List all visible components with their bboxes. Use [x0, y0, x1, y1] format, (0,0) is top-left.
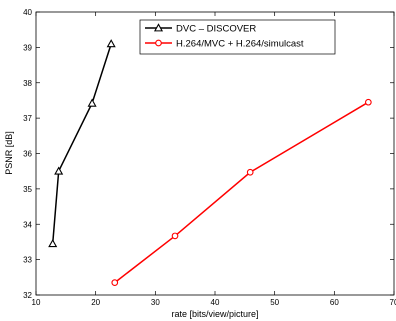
legend-entries: DVC – DISCOVER H.264/MVC + H.264/simulcas…: [145, 23, 304, 50]
series-2: [111, 98, 372, 286]
circle-marker: [246, 168, 254, 176]
legend-label: H.264/MVC + H.264/simulcast: [176, 39, 304, 50]
legend-box: [139, 19, 336, 55]
triangle-marker: [106, 39, 116, 48]
y-tick-label: 39: [23, 43, 32, 52]
circle-marker: [155, 39, 162, 47]
x-tick-label: 30: [151, 298, 160, 307]
plot-area: [35, 11, 395, 296]
series-1: [48, 39, 116, 248]
series-line: [51, 43, 112, 244]
y-tick-label: 40: [23, 8, 32, 17]
triangle-marker: [87, 98, 97, 107]
legend: DVC – DISCOVER H.264/MVC + H.264/simulcas…: [139, 19, 336, 55]
y-axis-label: PSNR [dB]: [4, 131, 14, 175]
triangle-marker: [153, 23, 164, 32]
x-axis-label: rate [bits/view/picture]: [171, 309, 258, 319]
y-tick-label: 34: [23, 220, 32, 229]
series-line: [114, 101, 369, 284]
x-tick-label: 40: [211, 298, 220, 307]
legend-label: DVC – DISCOVER: [176, 24, 256, 35]
triangle-marker: [54, 166, 64, 175]
y-tick-label: 35: [23, 185, 32, 194]
y-tick-label: 32: [23, 291, 32, 300]
circle-marker: [111, 279, 119, 286]
x-tick-label: 20: [91, 298, 100, 307]
series-layer: [48, 39, 372, 286]
legend-entry: H.264/MVC + H.264/simulcast: [145, 39, 304, 50]
y-tick-label: 36: [23, 150, 32, 159]
x-tick-label: 60: [330, 298, 339, 307]
x-tick-label: 70: [390, 298, 396, 307]
circle-marker: [171, 232, 179, 240]
x-tick-label: 10: [32, 298, 41, 307]
y-tick-label: 37: [23, 114, 32, 123]
axis-ticks: 10 20 30 40 50 60 70 32 33 34 35 36 37 38 39 40: [23, 8, 396, 307]
x-tick-label: 50: [270, 298, 279, 307]
triangle-marker: [48, 238, 58, 248]
circle-marker: [364, 98, 372, 106]
y-tick-label: 33: [23, 256, 32, 265]
legend-entry: DVC – DISCOVER: [145, 23, 256, 35]
y-tick-label: 38: [23, 79, 32, 88]
